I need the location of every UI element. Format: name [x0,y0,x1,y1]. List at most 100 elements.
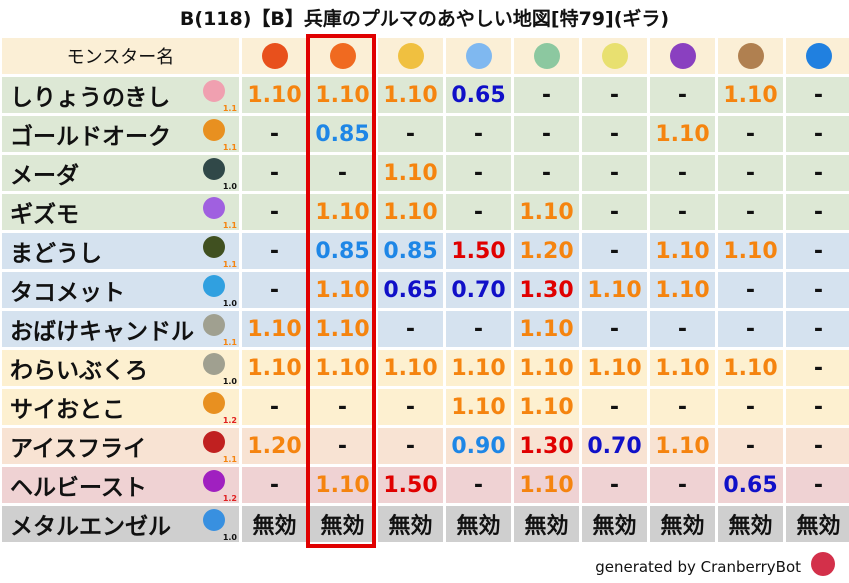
gas-icon [203,197,225,219]
resistance-value: 1.10 [446,350,511,386]
explosion-icon [397,43,424,69]
resistance-value: 0.65 [378,272,443,308]
monster-name-cell: メーダ 1.0 [2,155,239,191]
resistance-value: 無効 [582,506,647,542]
table-row: まどうし 1.1-0.85 0.85 1.50 1.20-1.10 1.10- [2,233,849,269]
trident-icon [203,470,225,492]
highlight-column-box [306,34,376,548]
resistance-value: - [718,194,783,230]
resistance-value: 1.10 [718,233,783,269]
resistance-value: 1.10 [650,350,715,386]
resistance-value: - [786,155,849,191]
resistance-value: 0.65 [718,467,783,503]
header-element [378,38,443,74]
page-title: B(118)【B】兵庫のプルマのあやしい地図[特79](ギラ) [179,8,670,30]
resistance-value: 1.20 [242,428,307,464]
resistance-value: - [786,233,849,269]
resistance-value: 1.10 [582,272,647,308]
monster-level: 1.0 [222,182,237,191]
resistance-value: - [582,155,647,191]
header-element [650,38,715,74]
resistance-value: - [650,467,715,503]
resistance-value: 無効 [718,506,783,542]
resistance-value: 1.10 [378,155,443,191]
resistance-value: 1.10 [310,77,375,113]
resistance-value: 0.85 [378,233,443,269]
resistance-value: - [786,77,849,113]
wall-icon [203,314,225,336]
resistance-value: - [718,428,783,464]
resistance-value: 1.10 [310,272,375,308]
table-row: おばけキャンドル 1.1 1.10 1.10- -1.10- - - - [2,311,849,347]
resistance-value: - [582,116,647,152]
monster-level: 1.0 [222,299,237,308]
monster-name: メタルエンゼル [10,514,171,540]
resistance-value: 0.85 [310,233,375,269]
resistance-value: - [514,155,579,191]
hooded-icon [203,236,225,258]
resistance-value: - [718,272,783,308]
resistance-value: - [582,194,647,230]
monster-name: ギズモ [10,202,79,228]
resistance-value: 1.10 [514,311,579,347]
resistance-value: 無効 [786,506,849,542]
monster-name: ゴールドオーク [10,124,171,150]
resistance-value: 0.70 [446,272,511,308]
resistance-value: - [310,389,375,425]
resistance-value: - [446,467,511,503]
rock-icon [737,43,764,69]
header-element [446,38,511,74]
resistance-value: - [650,194,715,230]
resistance-value: - [786,272,849,308]
resistance-value: 無効 [378,506,443,542]
monster-name-cell: ヘルビースト 1.2 [2,467,239,503]
resistance-value: - [718,311,783,347]
resistance-value: 無効 [242,506,307,542]
resistance-value: - [786,116,849,152]
resistance-value: - [582,77,647,113]
resistance-value: 1.10 [310,311,375,347]
monster-name-cell: まどうし 1.1 [2,233,239,269]
monster-name-cell: アイスフライ 1.1 [2,428,239,464]
resistance-value: - [378,389,443,425]
skull-icon [203,80,225,102]
table-row: ゴールドオーク 1.1-0.85- - - -1.10- - [2,116,849,152]
monster-name: おばけキャンドル [10,319,194,345]
resistance-value: 1.10 [378,194,443,230]
table-row: メタルエンゼル 1.0 無効 無効 無効 無効 無効 無効 無効 無効 無効 [2,506,849,542]
resistance-value: 1.10 [242,77,307,113]
resistance-value: 0.65 [446,77,511,113]
resistance-value: 1.10 [650,116,715,152]
header-row: モンスター名 [2,38,849,74]
resistance-value: 1.10 [514,467,579,503]
resistance-value: - [718,155,783,191]
resistance-value: 無効 [650,506,715,542]
resistance-value: 1.10 [650,233,715,269]
resistance-value: - [582,467,647,503]
resistance-value: - [242,155,307,191]
monster-name: ヘルビースト [10,475,147,501]
monster-level: 1.1 [222,338,237,347]
header-name: モンスター名 [2,38,239,74]
table-row: ギズモ 1.1-1.10 1.10-1.10- - - - [2,194,849,230]
resistance-value: - [310,155,375,191]
bug-icon [203,158,225,180]
resistance-value: - [378,428,443,464]
resistance-value: 無効 [310,506,375,542]
monster-name: サイおとこ [10,397,125,423]
drop-icon [203,275,225,297]
monster-name: メーダ [10,163,79,189]
monster-level: 1.1 [222,143,237,152]
footer-credit: generated by CranberryBot [595,558,801,576]
monster-level: 1.1 [222,455,237,464]
resistance-value: 1.10 [718,77,783,113]
table-row: ヘルビースト 1.2-1.10 1.50-1.10- -0.65- [2,467,849,503]
resistance-value: - [242,116,307,152]
resistance-value: - [786,428,849,464]
resistance-value: 0.90 [446,428,511,464]
resistance-value: 1.10 [310,467,375,503]
resistance-value: - [718,116,783,152]
resistance-value: 1.10 [310,350,375,386]
resistance-value: - [242,467,307,503]
resistance-value: - [786,311,849,347]
